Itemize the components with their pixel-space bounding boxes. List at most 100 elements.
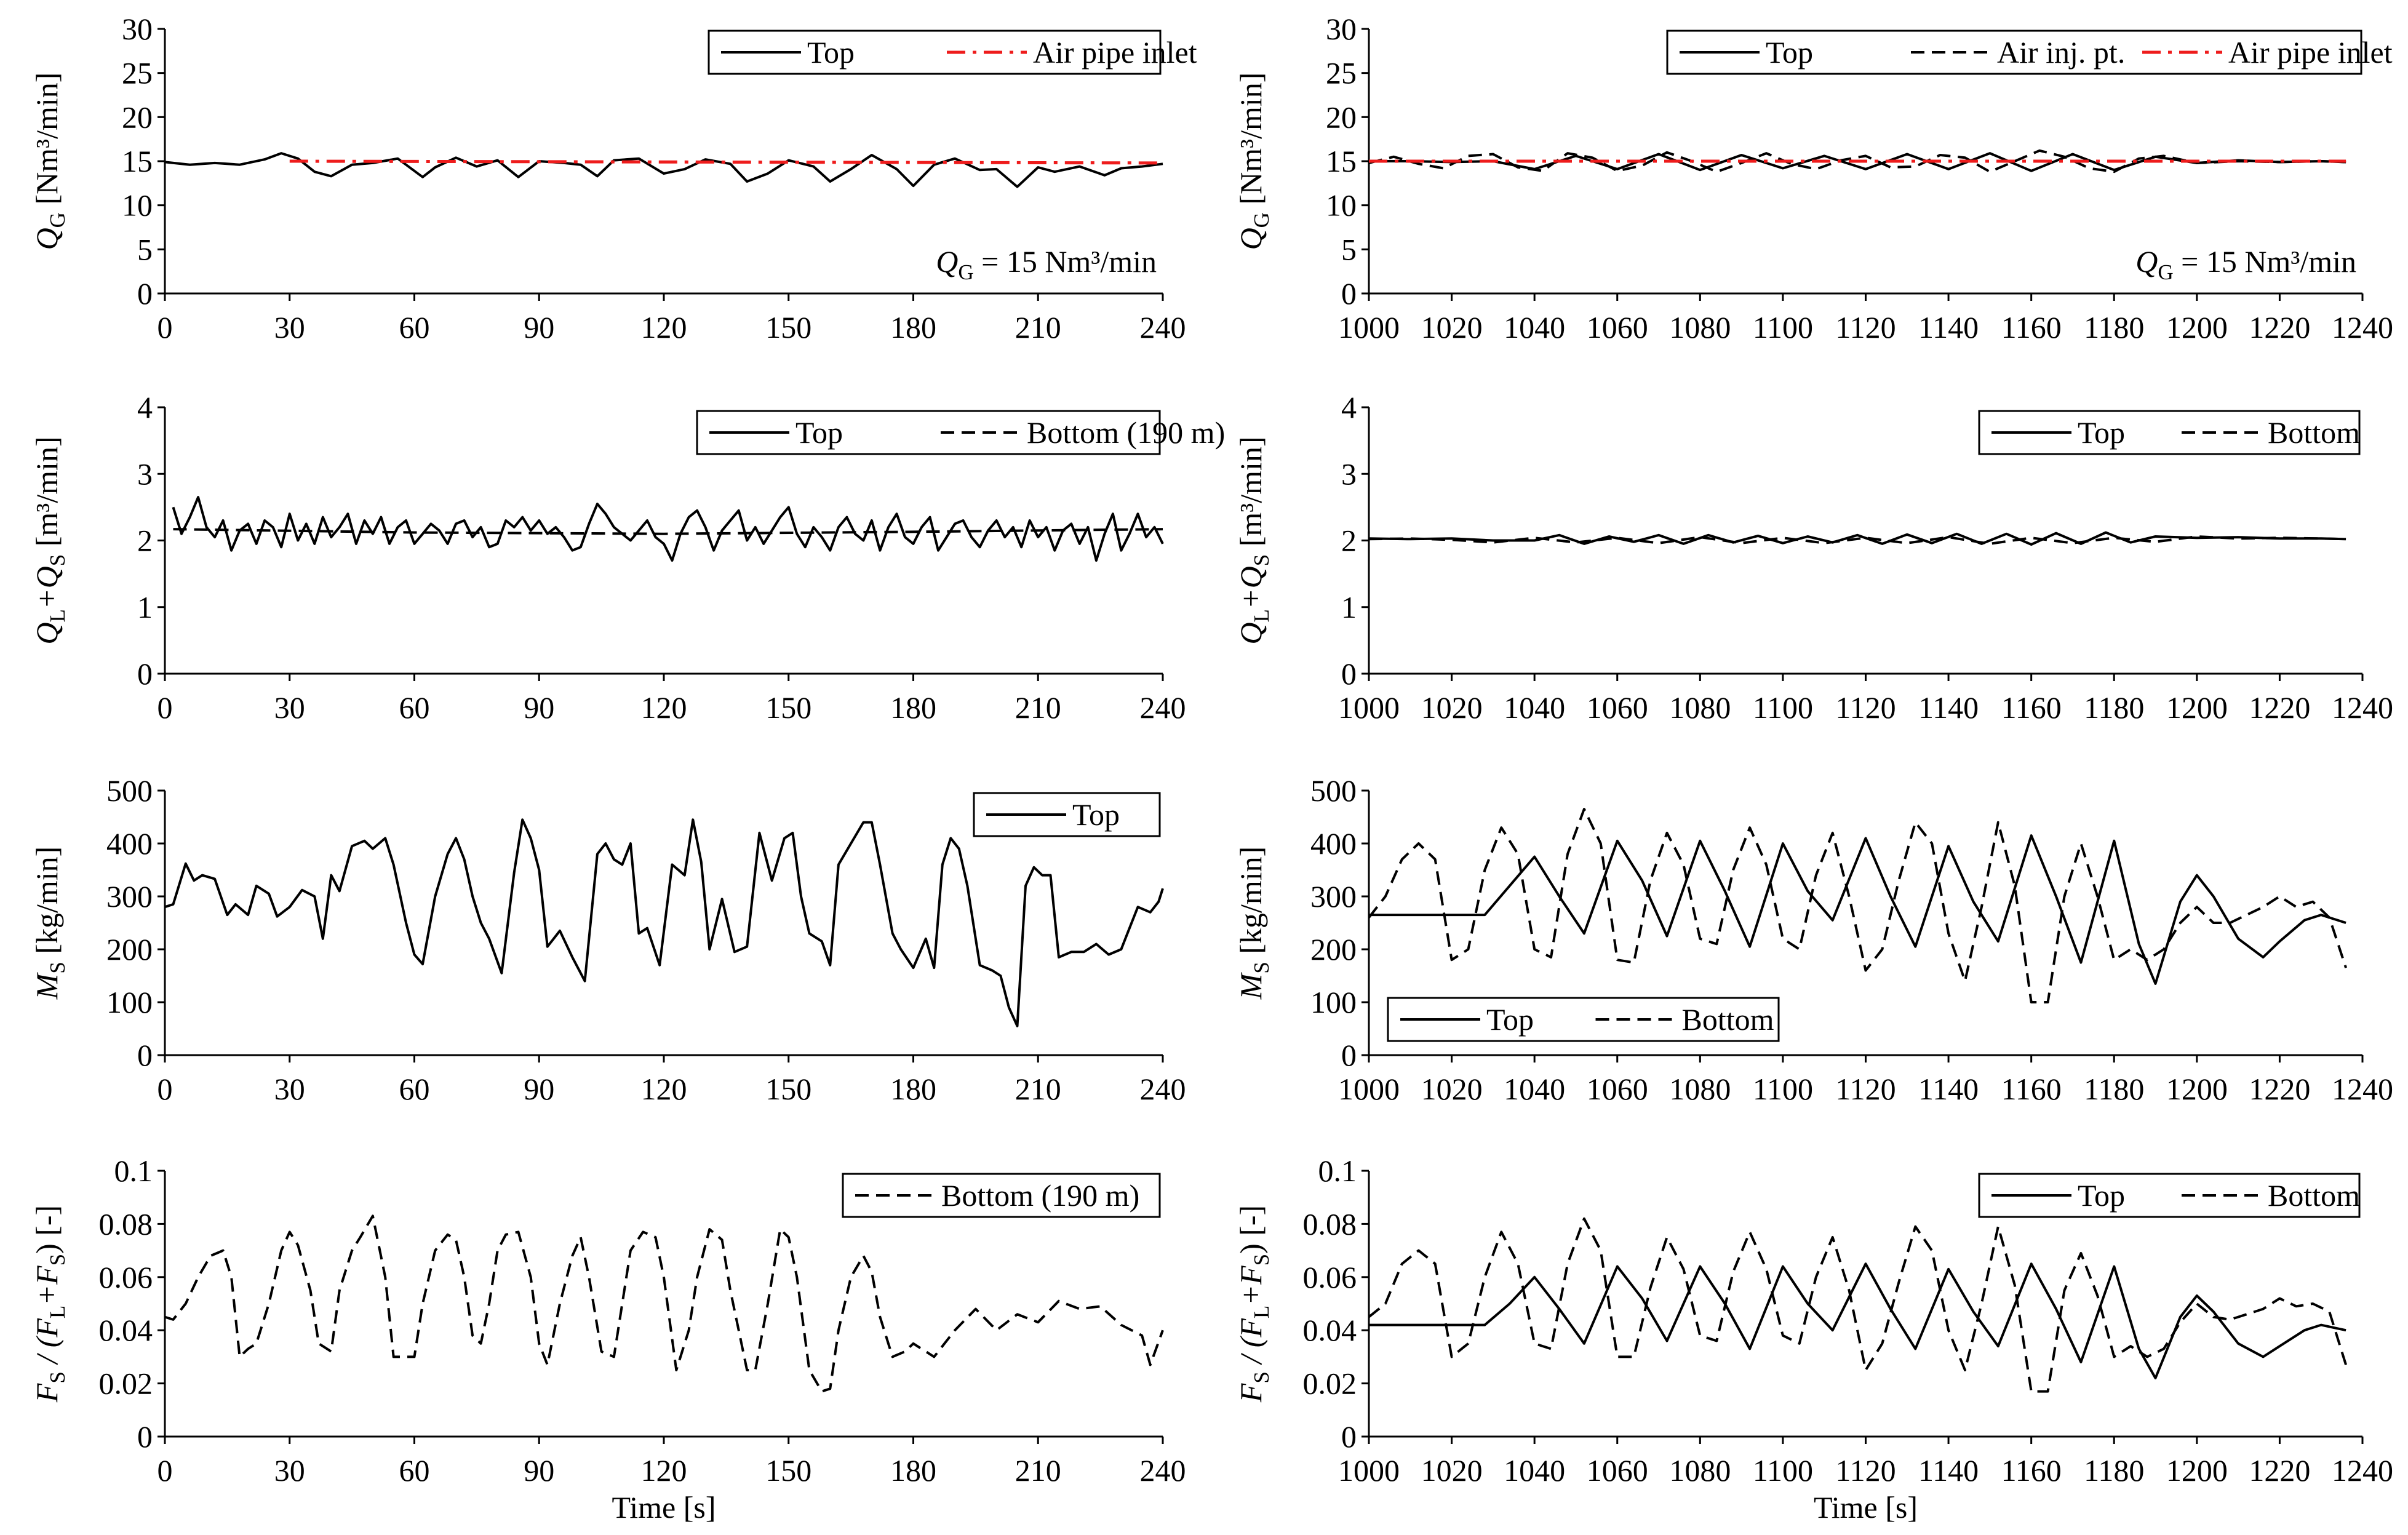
x-tick-label: 1000 xyxy=(1338,310,1400,345)
x-tick-label: 1200 xyxy=(2166,1453,2228,1488)
x-tick-label: 1180 xyxy=(2084,1072,2144,1106)
x-tick-label: 1220 xyxy=(2249,1453,2310,1488)
x-tick-label: 60 xyxy=(399,310,430,345)
legend: Top Bottom xyxy=(1978,410,2361,455)
y-tick-label: 0.1 xyxy=(114,1154,153,1188)
legend-label: Top xyxy=(795,415,843,450)
y-tick-label: 0.02 xyxy=(1303,1366,1357,1401)
y-tick-label: 20 xyxy=(122,100,153,134)
legend-box xyxy=(1666,30,2362,75)
x-tick-label: 1080 xyxy=(1669,310,1731,345)
x-tick-label: 1220 xyxy=(2249,690,2310,725)
x-tick-label: 90 xyxy=(524,690,554,725)
legend: Top Bottom (190 m) xyxy=(696,410,1225,455)
x-tick-label: 1000 xyxy=(1338,1072,1400,1106)
y-tick-label: 2 xyxy=(137,524,153,558)
y-axis-label: QL+QS [m³/min] xyxy=(30,436,70,644)
x-tick-label: 150 xyxy=(765,1453,811,1488)
x-tick-label: 210 xyxy=(1015,1072,1061,1106)
chart-fs-left: 0 0.02 0.04 0.06 0.08 0.1 0 30 60 90 120 150 180 210 2… xyxy=(30,1154,1186,1525)
x-tick-label: 1240 xyxy=(2332,310,2393,345)
x-tick-label: 30 xyxy=(274,690,305,725)
legend: Top Air inj. pt. Air pipe inlet xyxy=(1666,30,2393,75)
series-line xyxy=(1369,1262,2346,1379)
y-tick-label: 30 xyxy=(1326,12,1357,46)
x-tick-label: 1160 xyxy=(2001,1072,2062,1106)
y-tick-label: 0.06 xyxy=(99,1260,153,1294)
x-tick-label: 1200 xyxy=(2166,310,2228,345)
x-tick-label: 240 xyxy=(1140,1453,1186,1488)
x-tick-label: 1080 xyxy=(1669,1072,1731,1106)
x-axis-label: Time [s] xyxy=(1814,1490,1918,1525)
series-line xyxy=(172,496,1164,562)
x-tick-label: 1020 xyxy=(1421,1453,1483,1488)
y-tick-label: 0.04 xyxy=(99,1313,153,1347)
x-tick-label: 150 xyxy=(765,1072,811,1106)
y-tick-label: 0 xyxy=(1341,656,1357,691)
x-tick-label: 1040 xyxy=(1504,1453,1565,1488)
x-tick-label: 150 xyxy=(765,690,811,725)
x-tick-label: 1140 xyxy=(1918,1072,1979,1106)
x-tick-label: 1140 xyxy=(1918,690,1979,725)
x-tick-label: 1200 xyxy=(2166,690,2228,725)
x-tick-label: 1240 xyxy=(2332,690,2393,725)
legend: Top Air pipe inlet xyxy=(708,30,1197,75)
y-tick-label: 0 xyxy=(137,276,153,311)
legend-label: Top xyxy=(2078,1178,2125,1213)
x-tick-label: 30 xyxy=(274,1453,305,1488)
x-tick-label: 1040 xyxy=(1504,690,1565,725)
x-tick-label: 180 xyxy=(890,310,936,345)
y-tick-label: 0 xyxy=(137,1038,153,1072)
annotation: QG = 15 Nm³/min xyxy=(936,244,1157,284)
x-tick-label: 1100 xyxy=(1753,690,1813,725)
x-tick-label: 1000 xyxy=(1338,690,1400,725)
x-tick-label: 210 xyxy=(1015,310,1061,345)
y-tick-label: 400 xyxy=(106,826,153,861)
y-tick-label: 400 xyxy=(1310,826,1357,861)
y-tick-label: 1 xyxy=(137,590,153,624)
x-tick-label: 30 xyxy=(274,310,305,345)
y-axis-label: MS [kg/min] xyxy=(1234,847,1274,1000)
y-tick-label: 25 xyxy=(122,56,153,90)
x-tick-label: 0 xyxy=(157,1453,173,1488)
x-tick-label: 1180 xyxy=(2084,310,2144,345)
x-tick-label: 1220 xyxy=(2249,310,2310,345)
y-tick-label: 0.08 xyxy=(1303,1206,1357,1241)
x-tick-label: 1020 xyxy=(1421,1072,1483,1106)
x-tick-label: 1100 xyxy=(1753,1072,1813,1106)
chart-qg-right: 0 5 10 15 20 25 30 1000 1020 1040 1060 1080 1100 1120… xyxy=(1234,12,2393,345)
y-tick-label: 0 xyxy=(1341,1419,1357,1454)
x-tick-label: 60 xyxy=(399,1453,430,1488)
x-tick-label: 1180 xyxy=(2084,1453,2144,1488)
y-tick-label: 0.04 xyxy=(1303,1313,1357,1347)
x-tick-label: 120 xyxy=(641,690,687,725)
legend: Top xyxy=(973,792,1161,837)
x-tick-label: 210 xyxy=(1015,1453,1061,1488)
x-tick-label: 240 xyxy=(1140,690,1186,725)
x-tick-label: 120 xyxy=(641,1453,687,1488)
x-axis-label: Time [s] xyxy=(612,1490,716,1525)
legend-box xyxy=(842,1173,1161,1218)
legend-label: Top xyxy=(1072,797,1120,832)
series-line xyxy=(1369,834,2346,985)
x-tick-label: 1140 xyxy=(1918,310,1979,345)
x-tick-label: 1120 xyxy=(1835,1453,1896,1488)
series-line xyxy=(164,818,1164,1027)
x-tick-label: 1040 xyxy=(1504,310,1565,345)
x-tick-label: 210 xyxy=(1015,690,1061,725)
y-axis-label: QG [Nm³/min] xyxy=(1234,73,1274,250)
legend-label: Bottom xyxy=(2268,415,2360,450)
x-tick-label: 1160 xyxy=(2001,1453,2062,1488)
x-tick-label: 1120 xyxy=(1835,690,1896,725)
x-tick-label: 120 xyxy=(641,1072,687,1106)
y-tick-label: 15 xyxy=(122,144,153,178)
y-tick-label: 10 xyxy=(122,188,153,223)
x-tick-label: 60 xyxy=(399,690,430,725)
y-axis-label: FS / (FL+FS) [-] xyxy=(30,1205,70,1403)
y-tick-label: 5 xyxy=(1341,232,1357,266)
x-tick-label: 1220 xyxy=(2249,1072,2310,1106)
y-tick-label: 500 xyxy=(106,773,153,808)
y-tick-label: 0 xyxy=(137,1419,153,1454)
legend-box xyxy=(1978,410,2361,455)
x-tick-label: 90 xyxy=(524,1453,554,1488)
